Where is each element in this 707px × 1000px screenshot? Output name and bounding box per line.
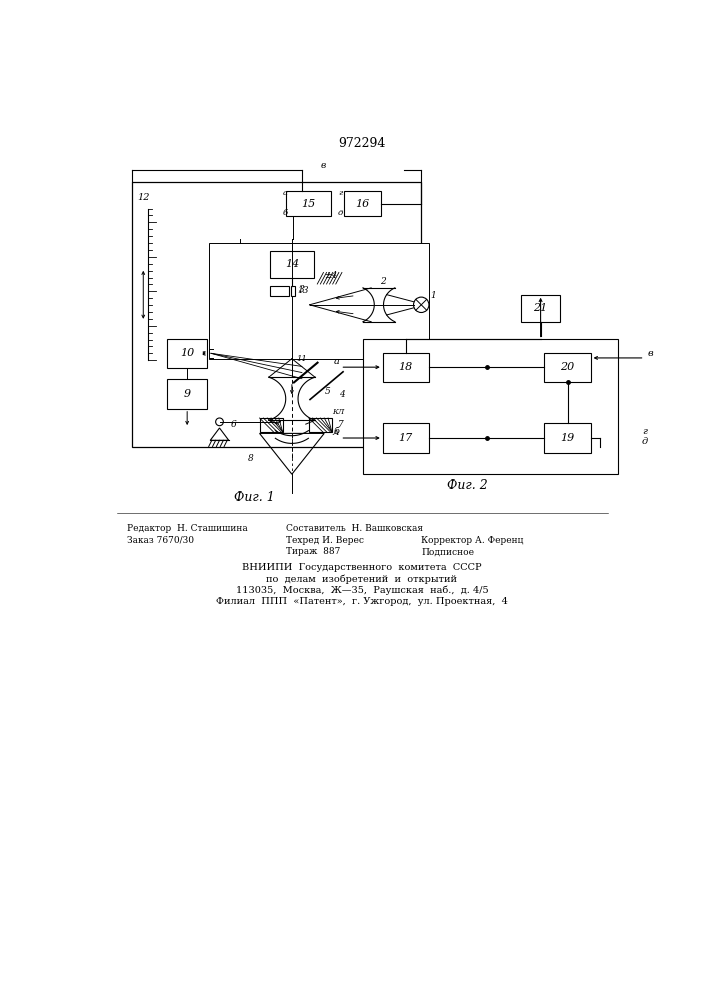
Text: 19: 19 (561, 433, 575, 443)
Bar (382, 423, 429, 453)
Text: Фиг. 1: Фиг. 1 (234, 491, 274, 504)
Text: б: б (334, 427, 339, 436)
Text: г: г (338, 189, 342, 197)
Text: 13: 13 (297, 286, 308, 295)
Text: Тираж  887: Тираж 887 (286, 547, 341, 556)
Bar (132, 182, 421, 447)
Text: д: д (641, 437, 648, 446)
Text: Корректор А. Ференц: Корректор А. Ференц (421, 536, 524, 545)
Text: А: А (332, 429, 339, 437)
Text: 10: 10 (180, 348, 194, 358)
Text: в: в (321, 161, 326, 170)
Text: д: д (338, 209, 343, 217)
Text: 6: 6 (230, 420, 236, 429)
Bar (382, 353, 429, 382)
Text: в: в (648, 349, 653, 358)
Text: 5: 5 (325, 387, 330, 396)
Bar (544, 353, 590, 382)
Text: Филиал  ППП  «Патент»,  г. Ужгород,  ул. Проектная,  4: Филиал ППП «Патент», г. Ужгород, ул. Про… (216, 597, 508, 606)
Text: Техред И. Верес: Техред И. Верес (286, 536, 365, 545)
Bar (167, 339, 207, 368)
Text: 11: 11 (296, 355, 308, 363)
Bar (344, 191, 381, 216)
Text: 16: 16 (356, 199, 370, 209)
Bar (309, 418, 332, 432)
Bar (167, 379, 207, 409)
Bar (286, 191, 331, 216)
Text: а: а (334, 357, 339, 366)
Text: КЛ: КЛ (332, 408, 344, 416)
Bar (259, 418, 283, 432)
Text: Подписное: Подписное (421, 547, 474, 556)
Text: б: б (282, 209, 288, 217)
Text: 17: 17 (399, 433, 413, 443)
Text: 20: 20 (561, 362, 575, 372)
Text: 18: 18 (399, 362, 413, 372)
Text: ±4: ±4 (324, 271, 337, 280)
Text: 113035,  Москва,  Ж—35,  Раушская  наб.,  д. 4/5: 113035, Москва, Ж—35, Раушская наб., д. … (235, 586, 489, 595)
Text: 7: 7 (338, 420, 344, 429)
Text: 12: 12 (138, 193, 151, 202)
Text: 14: 14 (285, 259, 299, 269)
Text: 2: 2 (380, 277, 385, 286)
Bar (291, 286, 295, 296)
Bar (209, 243, 429, 359)
Text: г: г (642, 427, 647, 436)
Text: а: а (283, 189, 288, 197)
Text: Редактор  Н. Сташишина: Редактор Н. Сташишина (127, 524, 248, 533)
Text: ВНИИПИ  Государственного  комитета  СССР: ВНИИПИ Государственного комитета СССР (242, 563, 481, 572)
Bar (544, 423, 590, 453)
Text: Составитель  Н. Вашковская: Составитель Н. Вашковская (286, 524, 423, 533)
Text: 8: 8 (247, 454, 253, 463)
Bar (521, 295, 560, 322)
Text: 21: 21 (534, 303, 548, 313)
Text: 972294: 972294 (338, 137, 385, 150)
Text: по  делам  изобретений  и  открытий: по делам изобретений и открытий (267, 574, 457, 584)
Text: Заказ 7670/30: Заказ 7670/30 (127, 536, 194, 545)
Text: 1: 1 (431, 291, 436, 300)
Text: 9: 9 (184, 389, 191, 399)
Text: Фиг. 2: Фиг. 2 (447, 479, 488, 492)
Text: 15: 15 (302, 199, 316, 209)
Bar (269, 251, 314, 278)
Bar (363, 339, 618, 474)
Text: 4: 4 (339, 390, 345, 399)
Bar (269, 286, 288, 296)
Text: 3: 3 (299, 285, 305, 294)
